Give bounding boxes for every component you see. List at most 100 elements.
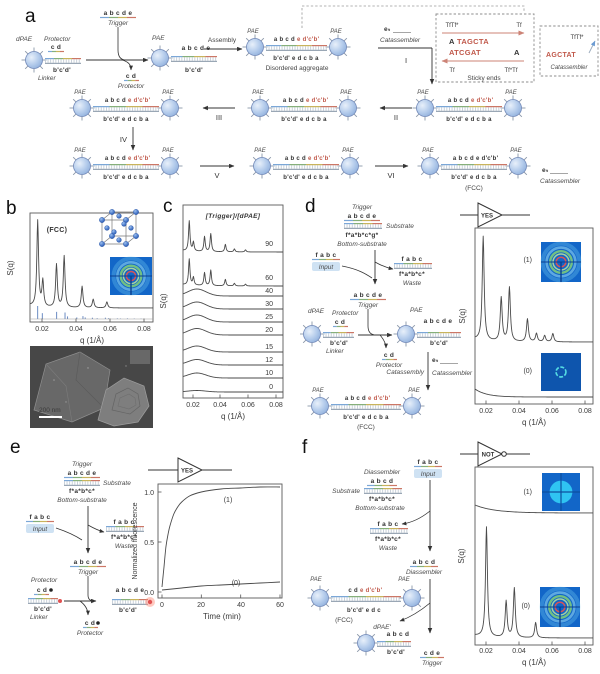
step-iii-arrow: III: [202, 105, 235, 122]
trigger-seq: a b c d e: [104, 10, 133, 17]
dna-duplex: [93, 164, 159, 170]
waste-top-seq: f a b c: [402, 256, 423, 263]
nanoparticle: [307, 585, 333, 611]
sticky-seq-top: TAGCTA: [457, 37, 489, 46]
dimer-top-seq-sticky: e d'c'b': [308, 156, 331, 162]
dna-duplex: [106, 525, 144, 533]
sq-curve-1: [474, 504, 593, 514]
x-tick-label: 0.08: [578, 648, 592, 655]
et-label: eₜ: [542, 167, 549, 174]
nanoparticle: [307, 393, 333, 419]
pae-dimer: PAE PAE a b c d e d'c'b' b'c'd' e d c b …: [69, 90, 183, 123]
plot-frame: [29, 212, 154, 323]
disordered-aggregate: PAE PAE a b c d e d'c'b' b'c'd' e d c b …: [242, 29, 351, 72]
waste-label: Waste: [115, 543, 134, 550]
pae-label: PAE: [162, 90, 175, 96]
waste-top-seq: f a b c: [378, 521, 399, 528]
panel-letter: e: [10, 437, 21, 458]
pae-label: PAE: [398, 577, 411, 583]
waste-top-seq: f a b c: [114, 519, 135, 526]
dpae-unit: dPAE Protector c d b'c'd' Linker: [16, 36, 81, 82]
curve-label-1: (1): [523, 257, 532, 264]
pae-top-seq: a b c d e: [424, 318, 453, 325]
dna-duplex: [45, 57, 81, 65]
pae-dimer: PAE PAE a b c d e d'c'b' b'c'd' e d c b …: [249, 148, 363, 181]
x-tick-label: 40: [237, 602, 245, 609]
pae-label: PAE: [152, 35, 165, 42]
curve-label-1: (1): [224, 497, 233, 504]
tf-label: TfTf*: [446, 23, 460, 29]
dna-duplex: [28, 598, 58, 604]
input-label: Input: [319, 264, 335, 271]
dna-duplex: [93, 105, 159, 113]
catassembler-box: TfTf* AGCTAT Catassembler: [539, 25, 599, 77]
waterfall-curves: [182, 220, 284, 393]
protector-label: Protector: [332, 310, 359, 317]
tf-label: Tf*Tf: [505, 68, 518, 74]
pae-dimer-fcc: PAE PAE a b c d e d'c'b' b'c'd' e d c b …: [307, 388, 425, 431]
reaction-arrows: [55, 506, 105, 554]
dna-duplex: [370, 527, 408, 535]
scalebar-label: 200 nm: [39, 407, 61, 414]
pae-label: PAE: [330, 29, 343, 35]
pae-label: PAE: [410, 307, 423, 314]
trigger-seq: a b c d e: [74, 559, 103, 566]
catassembly-label: Catassembly: [386, 369, 424, 376]
plot-frame: [182, 204, 284, 399]
dna-duplex: [112, 599, 148, 605]
svg-text:0: 0: [269, 384, 273, 391]
x-ticks: [161, 594, 281, 598]
pae-label: PAE: [247, 29, 260, 35]
assembly-arrow: Assembly: [204, 37, 243, 52]
curve-label-1: (1): [523, 489, 532, 496]
trigger-reaction: [64, 576, 97, 616]
pae-label: PAE: [252, 90, 265, 96]
dna-duplex: [377, 641, 411, 647]
dpae-label: dPAE: [16, 36, 33, 43]
svg-text:20: 20: [265, 327, 273, 334]
sq-curve-1: [474, 235, 594, 343]
sticky-ends-box: TfTf* Tf A TAGCTA ATCGAT A Tf Tf*Tf Stic…: [435, 13, 535, 83]
et-label: eₜ: [432, 357, 439, 364]
x-ticks: [485, 400, 586, 404]
protector-seq: c d: [37, 587, 47, 594]
y-axis-label: S(q): [6, 260, 15, 275]
x-tick-label: 0.02: [186, 402, 200, 409]
protector-label: Protector: [77, 630, 104, 637]
plot-title: [Trigger]/[dPAE]: [205, 213, 261, 220]
aggregate-label: Disordered aggregate: [266, 65, 329, 72]
dna-duplex: [171, 55, 217, 63]
protector-seq: c d: [51, 44, 61, 51]
x-ticks: [485, 641, 586, 645]
waste-duplex: f a b c f*a*b*c* Waste: [370, 521, 408, 552]
substrate-label: Substrate: [103, 480, 131, 487]
curve-label-0: (0): [523, 368, 532, 375]
panel-c: c [Trigger]/[dPAE] 90 60 40 30 25 20 15 …: [159, 196, 284, 421]
step-label: V: [214, 171, 219, 180]
linker-seq: b'c'd': [53, 67, 71, 74]
tf-label: TfTf*: [571, 35, 585, 41]
input-label: Input: [421, 471, 437, 478]
linker-seq: b'c'd': [34, 606, 52, 613]
dna-duplex: [331, 596, 401, 602]
dimer-top-seq: a b c d: [345, 396, 366, 402]
step-label: I: [405, 56, 407, 65]
step-label: II: [394, 113, 398, 122]
trigger-seq: a b c d e: [68, 470, 97, 477]
protector-label: Protector: [44, 36, 71, 43]
trigger-reaction: [358, 309, 393, 349]
dpae-bottom-seq: b'c'd': [387, 649, 405, 656]
plot-frame: [157, 483, 283, 599]
dna-duplex: [273, 164, 339, 170]
panel-letter: f: [302, 437, 308, 458]
pae-label: PAE: [422, 148, 435, 154]
dimer-top-seq: a b c d: [274, 37, 295, 43]
pae-top-seq: a b c d e: [182, 45, 211, 52]
released-protector: c d Protector: [77, 620, 104, 637]
step-iv-arrow: IV: [120, 127, 136, 151]
pae-unit: PAE a b c d e b'c'd': [147, 35, 217, 74]
dpae-prime-unit: dPAE' a b c d b'c'd': [353, 624, 411, 656]
dna-duplex: [441, 164, 507, 170]
waste-label: Waste: [403, 280, 422, 287]
curve-label-0: (0): [521, 603, 530, 610]
